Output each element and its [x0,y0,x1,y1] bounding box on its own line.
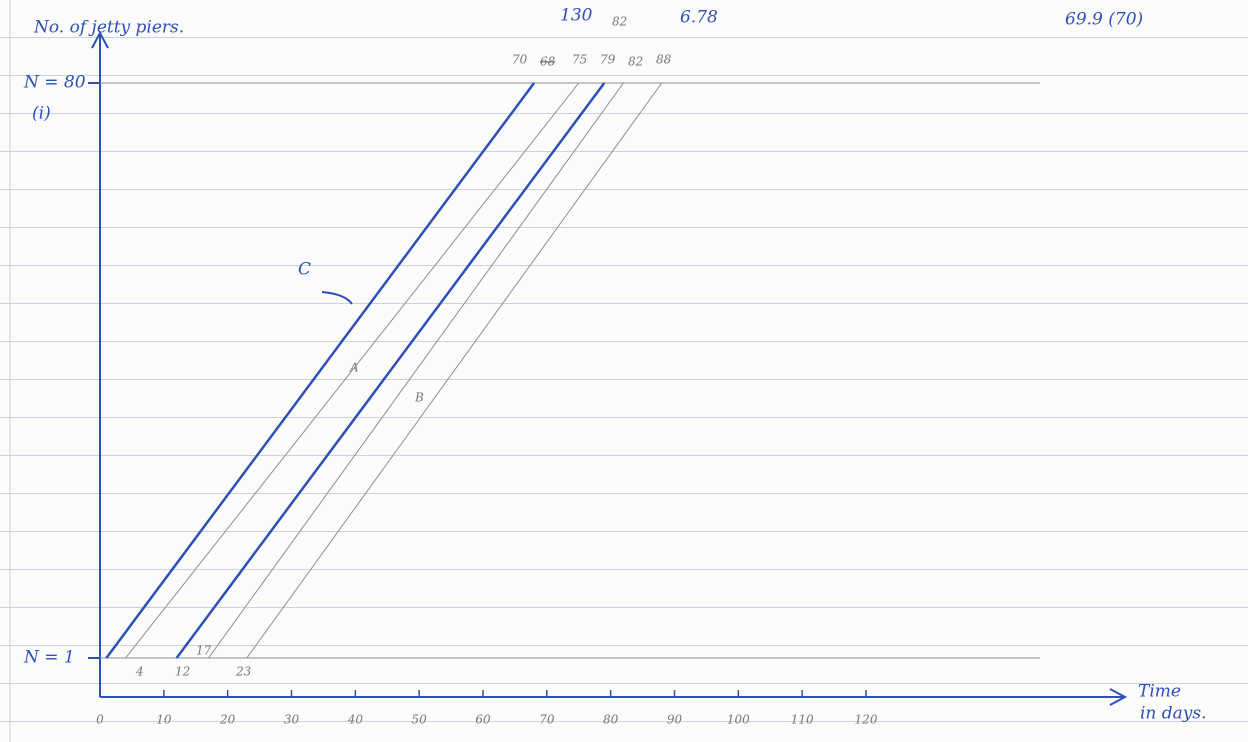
x-tick-label: 30 [284,713,300,727]
start-label: 4 [135,665,144,679]
series-line [209,83,624,658]
sub-label: (i) [32,104,51,124]
series-line [126,83,579,658]
annotation: B [414,391,424,405]
end-label: 79 [600,53,616,67]
start-label: 17 [196,644,212,658]
end-label: 88 [656,53,672,67]
header-note: 82 [612,15,627,29]
x-tick-label: 0 [96,713,104,727]
x-axis-label: Time [1138,682,1181,702]
y-axis-label: No. of jetty piers. [33,18,184,38]
series-line [177,83,605,658]
x-tick-label: 70 [539,713,555,727]
chart: 130 82 6.78 69.9 (70) No. of jetty piers… [0,0,1248,742]
x-axis-label: in days. [1140,704,1207,724]
start-label: 12 [175,665,190,679]
annotation: C [298,260,311,280]
x-tick-label: 90 [667,713,683,727]
x-tick-label: 60 [475,713,491,727]
x-tick-label: 50 [412,713,428,727]
x-tick-label: 80 [603,713,619,727]
end-label: 82 [628,55,643,69]
x-tick-label: 10 [156,713,172,727]
header-note: 69.9 (70) [1065,10,1143,30]
x-tick-label: 110 [791,713,814,727]
series-line [247,83,662,658]
header-note: 130 [560,6,593,26]
pointer [322,292,352,304]
x-tick-label: 120 [855,713,878,727]
end-label: 70 [512,53,528,67]
header-note: 6.78 [680,8,718,28]
start-label: 23 [235,665,252,679]
x-tick-label: 40 [347,713,364,727]
y-tick-label: N = 80 [23,73,86,93]
series-line [106,83,534,658]
end-label: 75 [572,53,587,67]
x-tick-label: 100 [727,713,750,727]
y-tick-label: N = 1 [23,648,75,668]
x-tick-label: 20 [219,713,236,727]
end-label: 68 [540,55,556,69]
